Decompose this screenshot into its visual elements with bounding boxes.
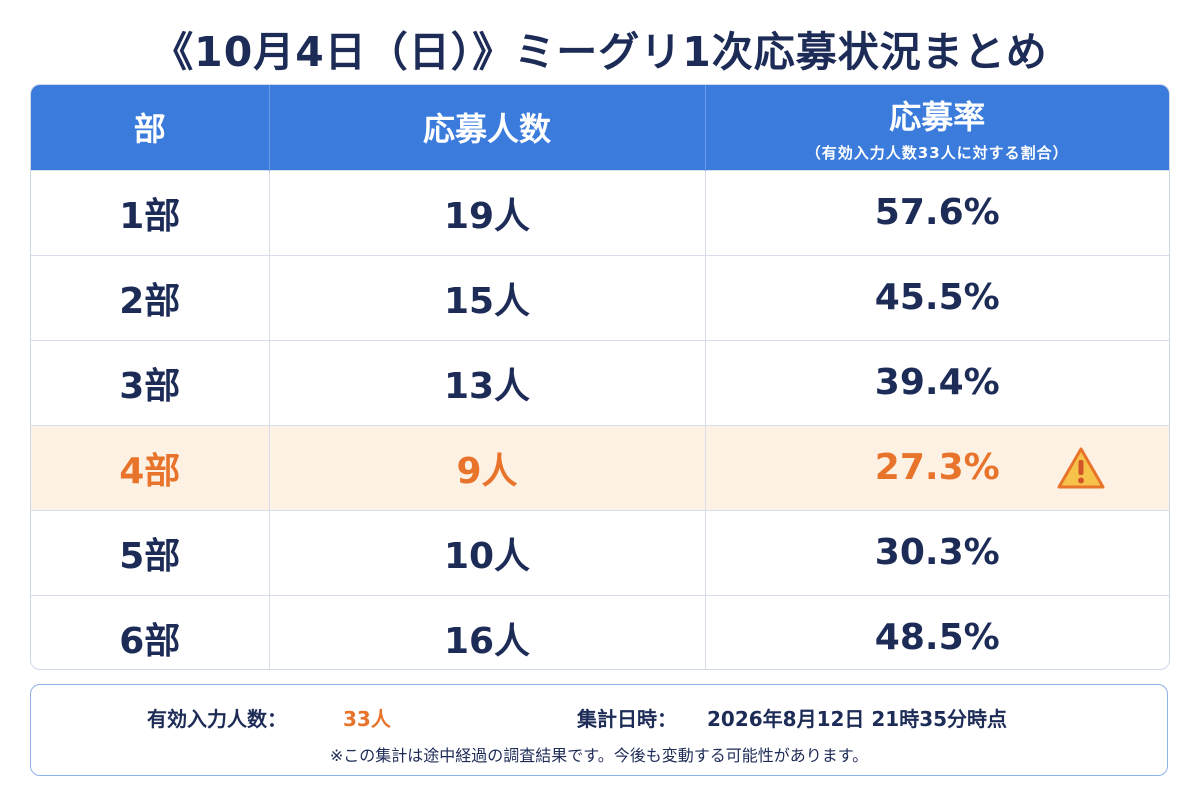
cell-applicants: 15人 bbox=[269, 255, 706, 340]
valid-count-value: 33人 bbox=[343, 707, 391, 731]
table-row: 6部 16人 48.5% bbox=[31, 595, 1169, 669]
cell-part: 2部 bbox=[31, 255, 270, 340]
cell-part: 5部 bbox=[31, 510, 270, 595]
tally-date-value: 2026年8月12日 21時35分時点 bbox=[707, 707, 1008, 731]
cell-part: 4部 bbox=[31, 425, 270, 510]
cell-part: 6部 bbox=[31, 595, 270, 669]
tally-date-label: 集計日時： bbox=[577, 707, 677, 731]
header-rate: 応募率 （有効入力人数33人に対する割合） bbox=[705, 85, 1169, 170]
table-row: 1部 19人 57.6% bbox=[31, 170, 1169, 255]
header-rate-note: （有効入力人数33人に対する割合） bbox=[805, 143, 1069, 162]
disclaimer-note: ※この集計は途中経過の調査結果です。今後も変動する可能性があります。 bbox=[329, 746, 869, 765]
header-part-label: 部 bbox=[133, 110, 166, 149]
warning-icon bbox=[1057, 447, 1105, 488]
summary-footer: 有効入力人数： 33人 集計日時： 2026年8月12日 21時35分時点 ※こ… bbox=[30, 684, 1168, 776]
table-row: 2部 15人 45.5% bbox=[31, 255, 1169, 340]
cell-applicants: 19人 bbox=[269, 170, 706, 255]
page-title: 《10月4日（日）》ミーグリ1次応募状況まとめ bbox=[152, 28, 1048, 76]
valid-count-label: 有効入力人数： bbox=[147, 707, 287, 731]
cell-rate: 48.5% bbox=[874, 617, 1000, 659]
cell-rate: 45.5% bbox=[874, 277, 1000, 318]
table-row: 3部 13人 39.4% bbox=[31, 340, 1169, 425]
header-part: 部 bbox=[31, 85, 270, 170]
cell-part: 1部 bbox=[31, 170, 270, 255]
cell-applicants: 9人 bbox=[269, 425, 706, 510]
cell-applicants: 13人 bbox=[269, 340, 706, 425]
cell-rate: 30.3% bbox=[874, 532, 1000, 573]
table-row-highlighted: 4部 9人 27.3% bbox=[31, 425, 1169, 510]
cell-applicants: 16人 bbox=[269, 595, 706, 669]
header-applicants: 応募人数 bbox=[269, 85, 706, 170]
header-rate-label: 応募率 bbox=[889, 97, 986, 136]
header-applicants-label: 応募人数 bbox=[422, 110, 551, 149]
summary-line: 有効入力人数： 33人 集計日時： 2026年8月12日 21時35分時点 bbox=[31, 703, 1167, 733]
cell-part: 3部 bbox=[31, 340, 270, 425]
table-row: 5部 10人 30.3% bbox=[31, 510, 1169, 595]
cell-applicants: 10人 bbox=[269, 510, 706, 595]
cell-rate-value: 27.3% bbox=[874, 447, 1000, 488]
cell-rate: 39.4% bbox=[874, 362, 1000, 403]
table-header-row: 部 応募人数 応募率 （有効入力人数33人に対する割合） bbox=[31, 85, 1169, 170]
cell-rate-with-warning: 27.3% bbox=[705, 425, 1169, 510]
application-status-table: 部 応募人数 応募率 （有効入力人数33人に対する割合） 1部 19人 57.6… bbox=[30, 84, 1170, 670]
cell-rate: 57.6% bbox=[874, 192, 1000, 233]
